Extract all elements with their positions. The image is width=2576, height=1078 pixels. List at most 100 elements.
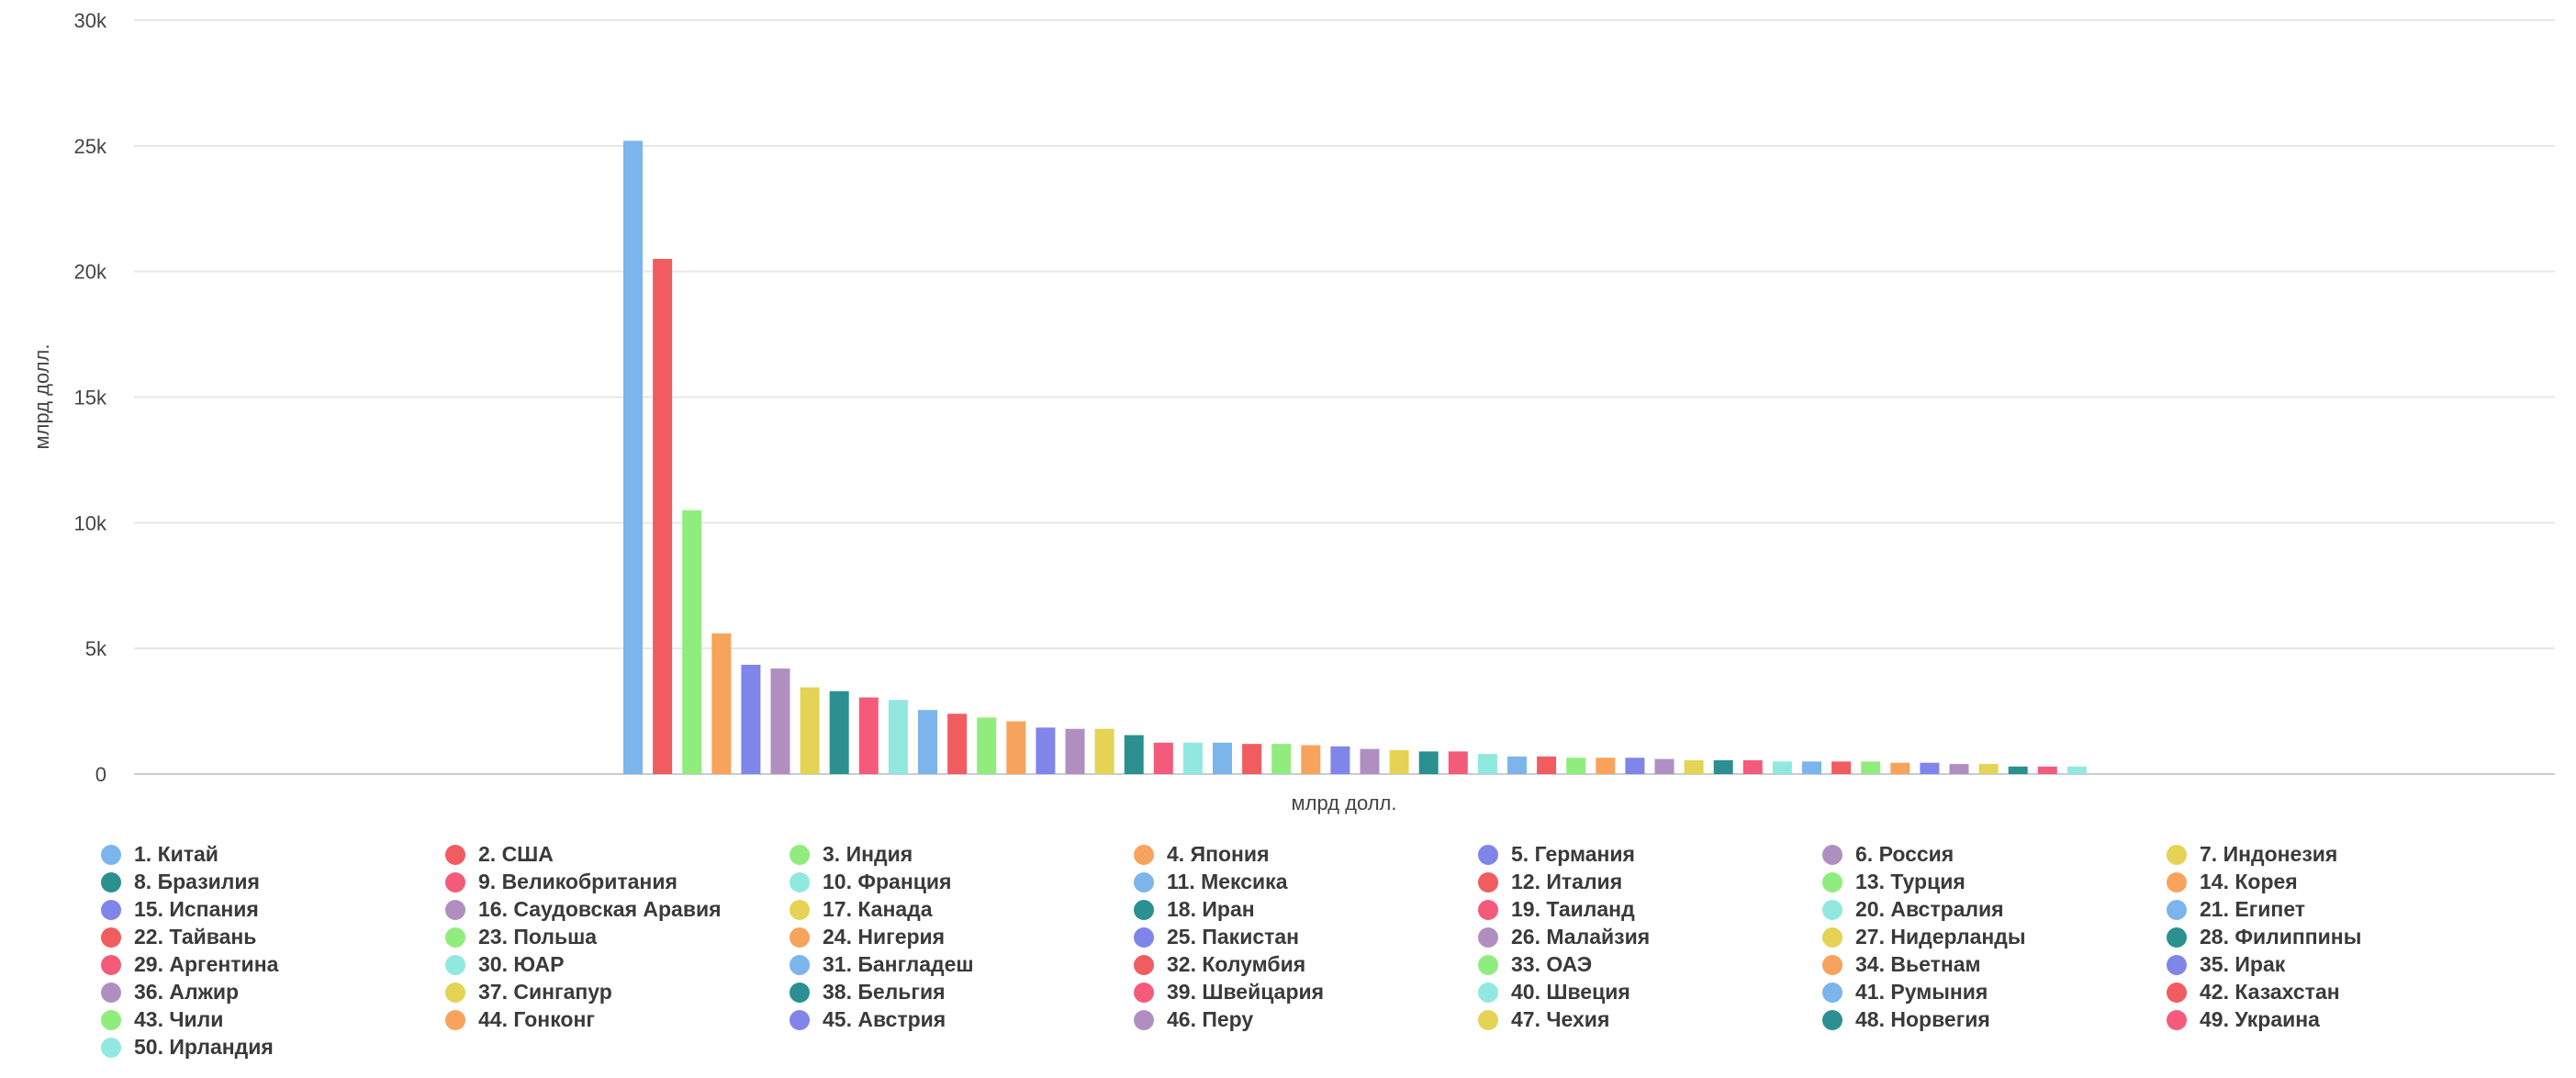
bar[interactable] [829, 691, 849, 774]
bar[interactable] [1360, 748, 1380, 774]
bar[interactable] [770, 668, 790, 774]
legend-item[interactable]: 46. Перу [1134, 1007, 1478, 1031]
bar[interactable] [1418, 751, 1439, 774]
bar[interactable] [918, 710, 937, 774]
bar[interactable] [1153, 742, 1173, 774]
bar[interactable] [977, 717, 997, 774]
legend-item[interactable]: 35. Ирак [2167, 952, 2511, 976]
bar[interactable] [1920, 762, 1940, 774]
bar[interactable] [1065, 728, 1085, 774]
legend-item[interactable]: 10. Франция [790, 870, 1134, 893]
bar[interactable] [1537, 756, 1557, 774]
bar[interactable] [1006, 721, 1026, 774]
bar[interactable] [1713, 759, 1733, 774]
legend-item[interactable]: 38. Бельгия [790, 980, 1134, 1004]
legend-item[interactable]: 17. Канада [790, 897, 1134, 921]
bar[interactable] [682, 510, 702, 774]
bar[interactable] [1477, 754, 1497, 774]
bar[interactable] [1596, 758, 1616, 774]
bar[interactable] [1507, 756, 1527, 774]
legend-item[interactable]: 21. Египет [2167, 897, 2511, 921]
legend-item[interactable]: 50. Ирландия [101, 1035, 445, 1059]
legend-item[interactable]: 11. Мексика [1134, 870, 1478, 893]
legend-item[interactable]: 30. ЮАР [445, 952, 790, 976]
legend-item[interactable]: 39. Швейцария [1134, 980, 1478, 1004]
legend-item[interactable]: 22. Тайвань [101, 925, 445, 949]
bar[interactable] [947, 713, 968, 774]
bar[interactable] [1124, 735, 1144, 774]
legend-item[interactable]: 27. Нидерланды [1822, 925, 2167, 949]
legend-item[interactable]: 12. Италия [1478, 870, 1822, 893]
bar[interactable] [1890, 762, 1910, 774]
bar[interactable] [1330, 746, 1350, 774]
legend-item[interactable]: 5. Германия [1478, 842, 1822, 866]
legend-item[interactable]: 6. Россия [1822, 842, 2167, 866]
legend-item[interactable]: 33. ОАЭ [1478, 952, 1822, 976]
bar[interactable] [1978, 764, 1999, 774]
bar[interactable] [711, 633, 732, 774]
bar[interactable] [1036, 727, 1056, 774]
legend-item[interactable]: 1. Китай [101, 842, 445, 866]
legend-item[interactable]: 37. Сингапур [445, 980, 790, 1004]
bar[interactable] [1566, 758, 1586, 774]
bar[interactable] [1742, 759, 1763, 774]
legend-item[interactable]: 28. Филиппины [2167, 925, 2511, 949]
legend-item[interactable]: 42. Казахстан [2167, 980, 2511, 1004]
legend-item[interactable]: 2. США [445, 842, 790, 866]
bar[interactable] [1625, 758, 1645, 774]
legend-item[interactable]: 32. Колумбия [1134, 952, 1478, 976]
bar[interactable] [1684, 759, 1704, 774]
bar[interactable] [1772, 761, 1792, 774]
legend-item[interactable]: 26. Малайзия [1478, 925, 1822, 949]
legend-item[interactable]: 3. Индия [790, 842, 1134, 866]
legend-item[interactable]: 40. Швеция [1478, 980, 1822, 1004]
bar[interactable] [1271, 744, 1292, 774]
legend-item[interactable]: 23. Польша [445, 925, 790, 949]
legend-item[interactable]: 15. Испания [101, 897, 445, 921]
bar[interactable] [2008, 766, 2028, 774]
legend-item[interactable]: 18. Иран [1134, 897, 1478, 921]
legend-item[interactable]: 31. Бангладеш [790, 952, 1134, 976]
bar[interactable] [888, 700, 908, 774]
bar[interactable] [1182, 742, 1203, 774]
bar[interactable] [1242, 744, 1262, 774]
bar[interactable] [1654, 758, 1674, 774]
bar[interactable] [800, 687, 820, 774]
bar[interactable] [741, 664, 761, 774]
legend-item[interactable]: 4. Япония [1134, 842, 1478, 866]
legend-item[interactable]: 7. Индонезия [2167, 842, 2511, 866]
legend-item[interactable]: 13. Турция [1822, 870, 2167, 893]
legend-item[interactable]: 25. Пакистан [1134, 925, 1478, 949]
bar[interactable] [1949, 764, 1969, 774]
bar[interactable] [653, 258, 673, 774]
legend-item[interactable]: 29. Аргентина [101, 952, 445, 976]
legend-item[interactable]: 49. Украина [2167, 1007, 2511, 1031]
legend-item[interactable]: 44. Гонконг [445, 1007, 790, 1031]
legend-item[interactable]: 47. Чехия [1478, 1007, 1822, 1031]
bar[interactable] [2037, 766, 2057, 774]
bar[interactable] [1802, 761, 1821, 774]
legend-item[interactable]: 14. Корея [2167, 870, 2511, 893]
legend-item[interactable]: 19. Таиланд [1478, 897, 1822, 921]
legend-item[interactable]: 34. Вьетнам [1822, 952, 2167, 976]
bar[interactable] [1213, 742, 1232, 774]
bar[interactable] [623, 140, 643, 775]
legend-item[interactable]: 8. Бразилия [101, 870, 445, 893]
bar[interactable] [1831, 761, 1852, 774]
legend-item[interactable]: 9. Великобритания [445, 870, 790, 893]
legend-item[interactable]: 36. Алжир [101, 980, 445, 1004]
legend-item[interactable]: 24. Нигерия [790, 925, 1134, 949]
bar[interactable] [858, 697, 879, 774]
legend-item[interactable]: 41. Румыния [1822, 980, 2167, 1004]
bar[interactable] [1301, 745, 1321, 774]
bar[interactable] [1448, 751, 1468, 774]
bar[interactable] [1094, 728, 1114, 774]
bar[interactable] [1861, 761, 1881, 774]
legend-item[interactable]: 48. Норвегия [1822, 1007, 2167, 1031]
legend-item[interactable]: 43. Чили [101, 1007, 445, 1031]
legend-item[interactable]: 20. Австралия [1822, 897, 2167, 921]
legend-item[interactable]: 16. Саудовская Аравия [445, 897, 790, 921]
bar[interactable] [1389, 750, 1409, 774]
bar[interactable] [2066, 766, 2087, 774]
legend-item[interactable]: 45. Австрия [790, 1007, 1134, 1031]
